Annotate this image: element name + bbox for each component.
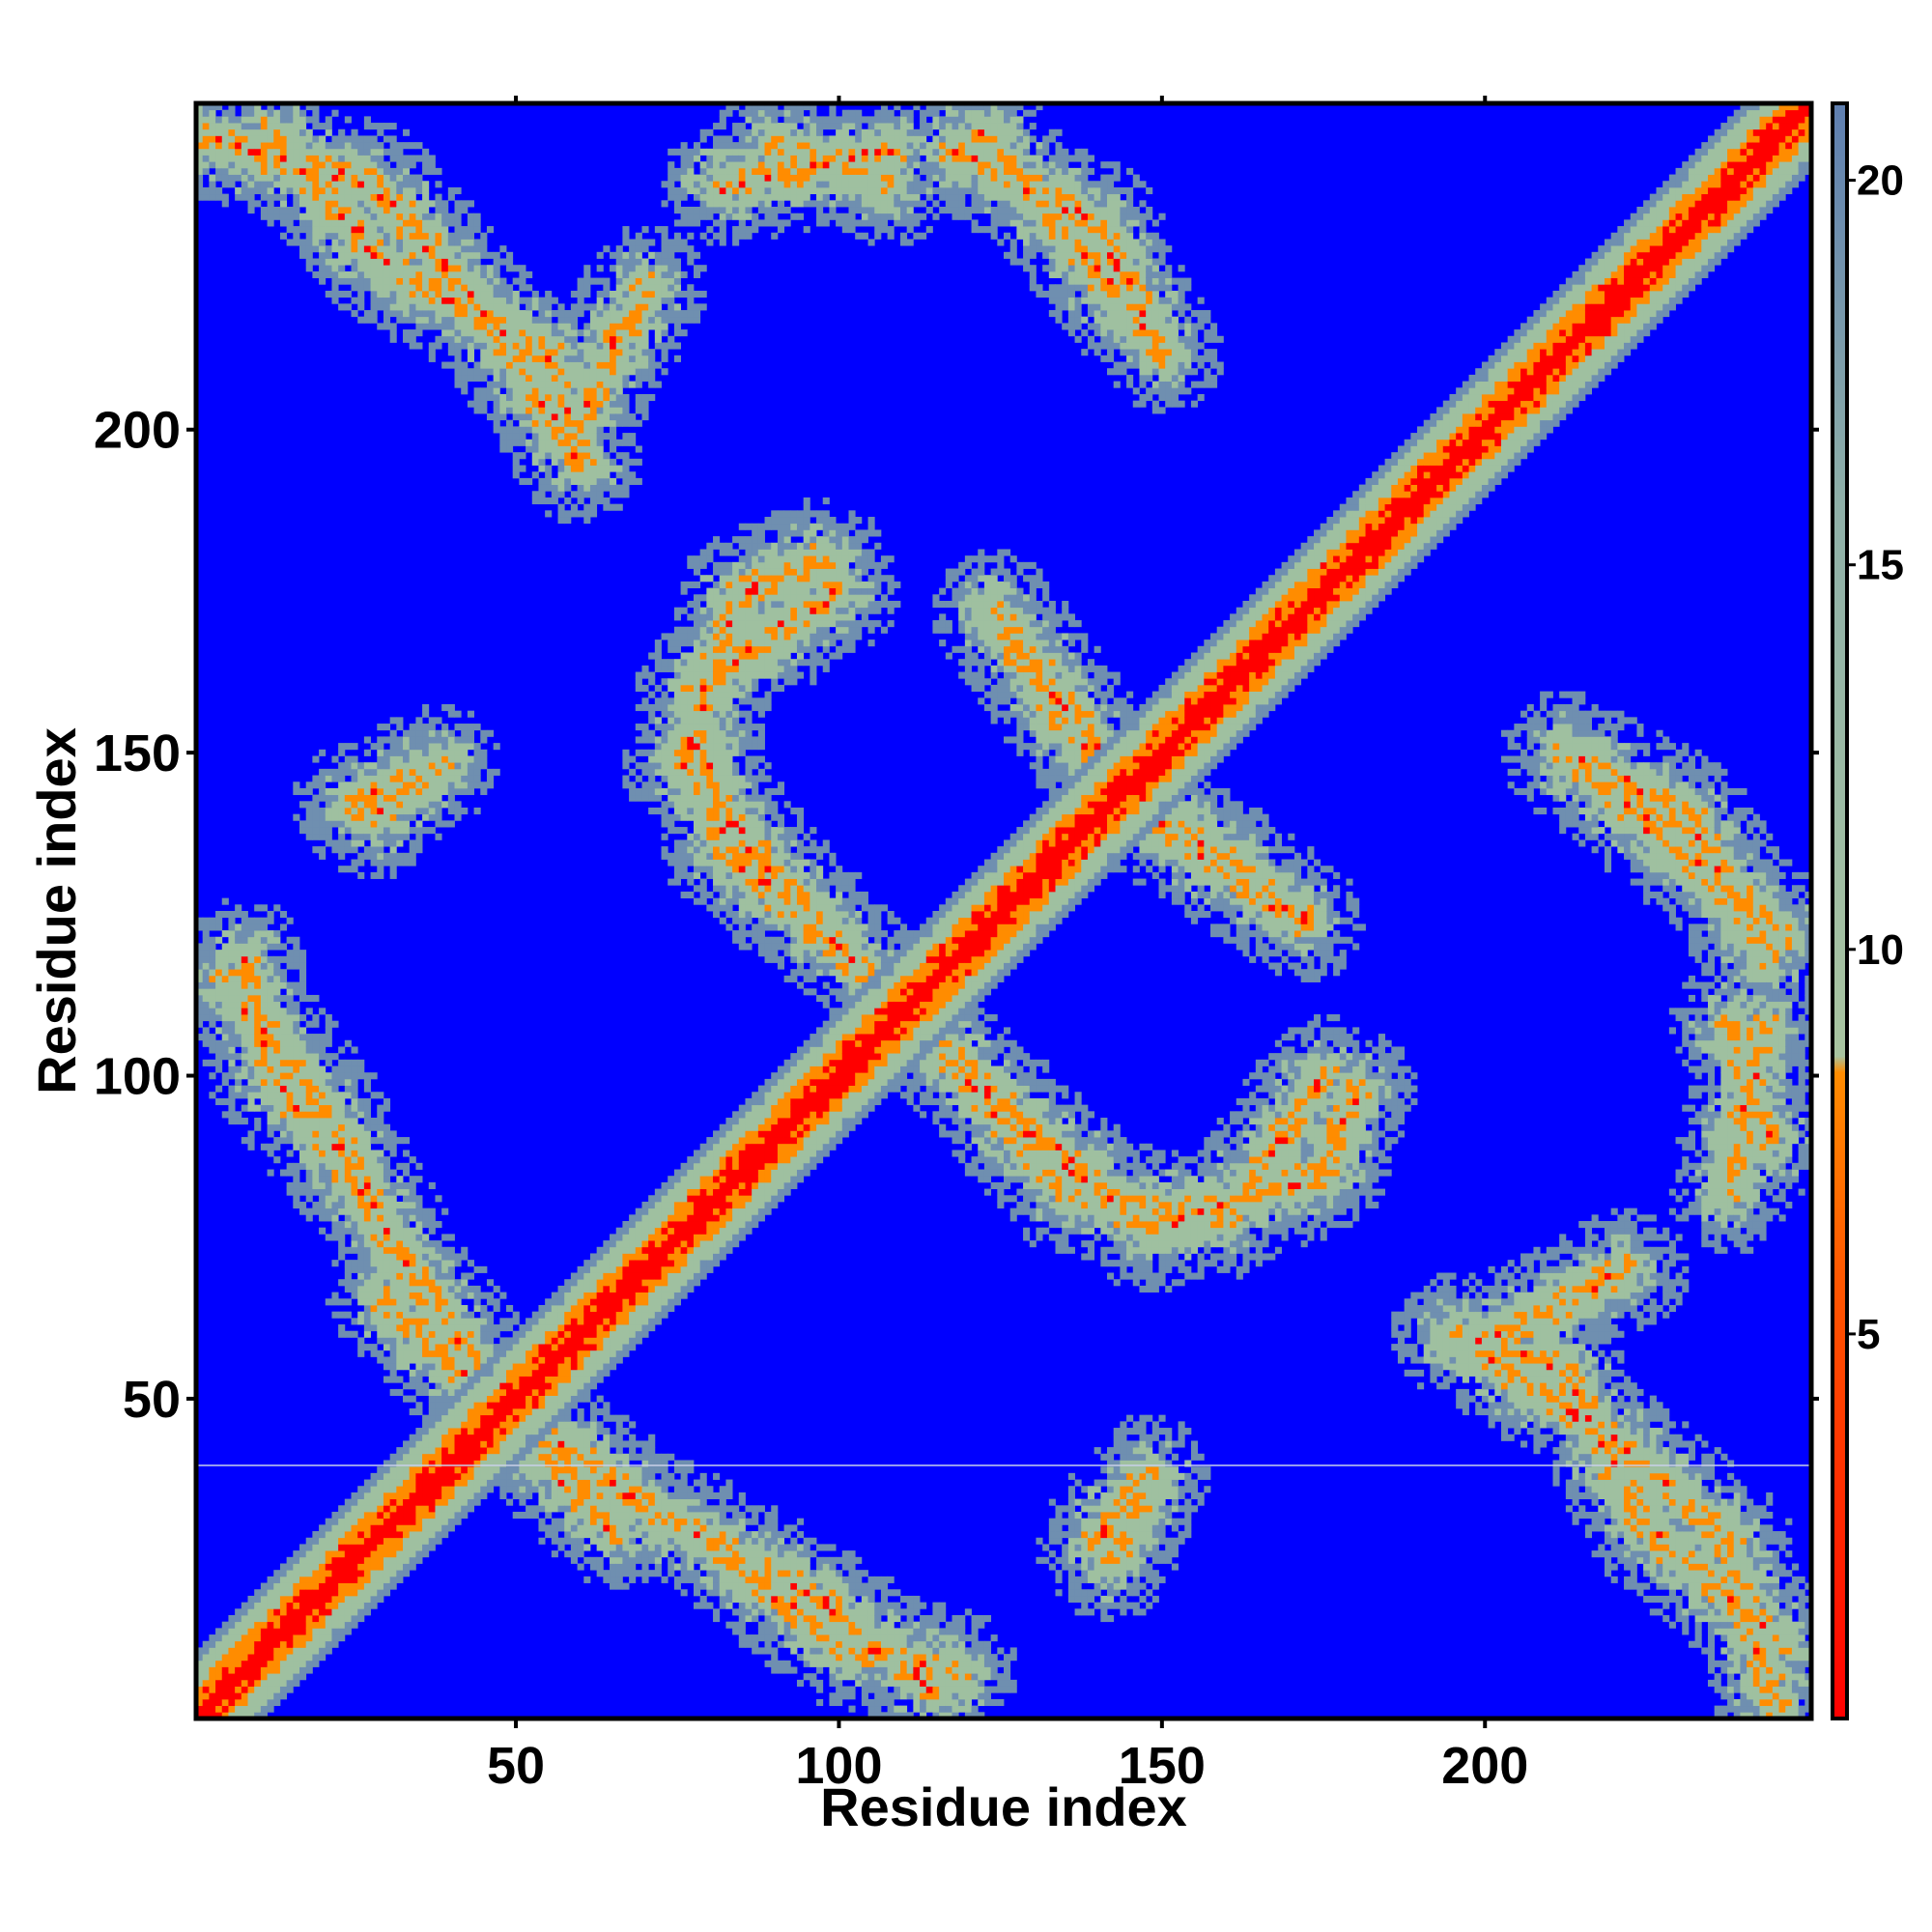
y-tick-label: 150	[94, 724, 181, 782]
colorbar-ticks: 5 10 15 20	[1847, 157, 1904, 1358]
colorbar-tick-label: 5	[1857, 1311, 1880, 1358]
x-tick-label: 50	[487, 1737, 545, 1795]
colorbar-tick-label: 20	[1857, 157, 1904, 205]
heatmap-cells	[196, 103, 1812, 1719]
y-tick-label: 100	[94, 1048, 181, 1106]
y-axis-title: Residue index	[26, 727, 87, 1094]
x-tick-label: 200	[1441, 1737, 1528, 1795]
colorbar-tick-label: 15	[1857, 542, 1904, 589]
x-tick-label: 100	[795, 1737, 882, 1795]
axis-ticks: 50 100 150 200 50 100 150 200	[94, 96, 1819, 1795]
plot-frame	[193, 100, 1814, 1721]
colorbar	[1831, 101, 1849, 1720]
y-tick-label: 50	[123, 1371, 181, 1429]
x-tick-label: 150	[1119, 1737, 1206, 1795]
colorbar-tick-label: 10	[1857, 926, 1904, 974]
x-axis-title: Residue index	[820, 1776, 1187, 1837]
y-tick-label: 200	[94, 402, 181, 460]
